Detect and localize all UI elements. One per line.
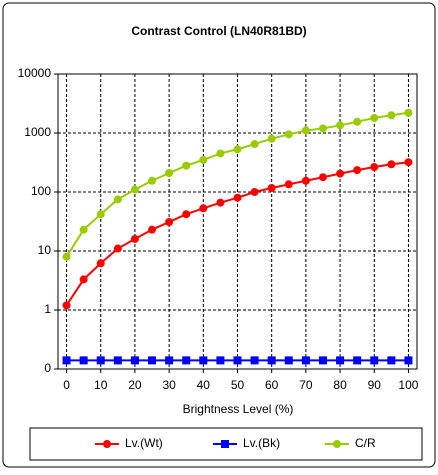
marker bbox=[113, 244, 122, 253]
marker bbox=[267, 134, 276, 143]
y-tick-label: 1 bbox=[44, 302, 51, 316]
marker bbox=[148, 176, 157, 185]
marker bbox=[370, 113, 379, 122]
marker bbox=[250, 140, 259, 149]
marker bbox=[387, 111, 396, 120]
marker bbox=[113, 356, 122, 365]
marker bbox=[233, 193, 242, 202]
marker bbox=[130, 185, 139, 194]
marker bbox=[199, 155, 208, 164]
y-tick-label: 10 bbox=[38, 243, 52, 257]
marker bbox=[404, 158, 413, 167]
x-tick-label: 90 bbox=[368, 378, 382, 392]
y-tick-label: 1000 bbox=[24, 125, 51, 139]
marker bbox=[301, 176, 310, 185]
marker bbox=[250, 188, 259, 196]
marker bbox=[353, 117, 362, 126]
marker bbox=[284, 180, 293, 189]
marker bbox=[250, 356, 259, 365]
chart-title: Contrast Control (LN40R81BD) bbox=[131, 24, 306, 38]
marker bbox=[336, 121, 345, 130]
marker bbox=[79, 275, 88, 284]
marker bbox=[353, 356, 362, 365]
marker bbox=[233, 356, 242, 365]
marker bbox=[301, 126, 310, 135]
marker bbox=[216, 149, 225, 158]
marker bbox=[199, 356, 208, 365]
legend-marker bbox=[333, 440, 341, 448]
marker bbox=[370, 163, 379, 172]
marker bbox=[62, 252, 71, 261]
marker bbox=[404, 108, 413, 117]
marker bbox=[216, 198, 225, 207]
marker bbox=[318, 124, 327, 133]
marker bbox=[284, 130, 293, 139]
marker bbox=[370, 356, 379, 365]
marker bbox=[233, 145, 242, 154]
marker bbox=[284, 356, 293, 365]
marker bbox=[165, 218, 174, 227]
marker bbox=[318, 173, 327, 182]
legend-label: Lv.(Wt) bbox=[125, 436, 163, 450]
x-axis-label: Brightness Level (%) bbox=[183, 402, 294, 416]
marker bbox=[165, 168, 174, 177]
x-tick-label: 50 bbox=[231, 378, 245, 392]
marker bbox=[113, 195, 122, 204]
marker bbox=[267, 356, 276, 365]
marker bbox=[130, 234, 139, 243]
marker bbox=[216, 356, 225, 365]
marker bbox=[387, 160, 396, 169]
marker bbox=[79, 225, 88, 234]
marker bbox=[96, 210, 105, 219]
x-tick-label: 0 bbox=[63, 378, 70, 392]
marker bbox=[199, 204, 208, 213]
legend-box bbox=[29, 427, 423, 461]
x-tick-label: 80 bbox=[333, 378, 347, 392]
marker bbox=[96, 356, 105, 365]
legend-marker bbox=[221, 440, 229, 448]
legend-marker bbox=[103, 440, 111, 448]
y-tick-label: 100 bbox=[31, 184, 51, 198]
marker bbox=[182, 210, 191, 219]
marker bbox=[353, 166, 362, 175]
x-tick-label: 40 bbox=[197, 378, 211, 392]
x-tick-label: 100 bbox=[398, 378, 418, 392]
x-tick-label: 60 bbox=[265, 378, 279, 392]
y-tick-label: 10000 bbox=[18, 66, 52, 80]
marker bbox=[387, 356, 396, 365]
marker bbox=[301, 356, 310, 365]
marker bbox=[404, 356, 413, 365]
marker bbox=[130, 356, 139, 365]
x-tick-label: 30 bbox=[162, 378, 176, 392]
marker bbox=[148, 356, 157, 365]
marker bbox=[148, 225, 157, 234]
marker bbox=[267, 183, 276, 192]
marker bbox=[79, 356, 88, 365]
marker bbox=[318, 356, 327, 365]
marker bbox=[336, 169, 345, 178]
marker bbox=[96, 259, 105, 268]
x-tick-label: 70 bbox=[299, 378, 313, 392]
marker bbox=[182, 161, 191, 170]
marker bbox=[62, 356, 71, 365]
legend-label: C/R bbox=[355, 436, 376, 450]
marker bbox=[182, 356, 191, 365]
marker bbox=[336, 356, 345, 365]
x-tick-label: 20 bbox=[128, 378, 142, 392]
x-tick-label: 10 bbox=[94, 378, 108, 392]
legend-label: Lv.(Bk) bbox=[243, 436, 280, 450]
marker bbox=[62, 301, 71, 310]
y-tick-label: 0 bbox=[44, 361, 51, 375]
marker bbox=[165, 356, 174, 365]
